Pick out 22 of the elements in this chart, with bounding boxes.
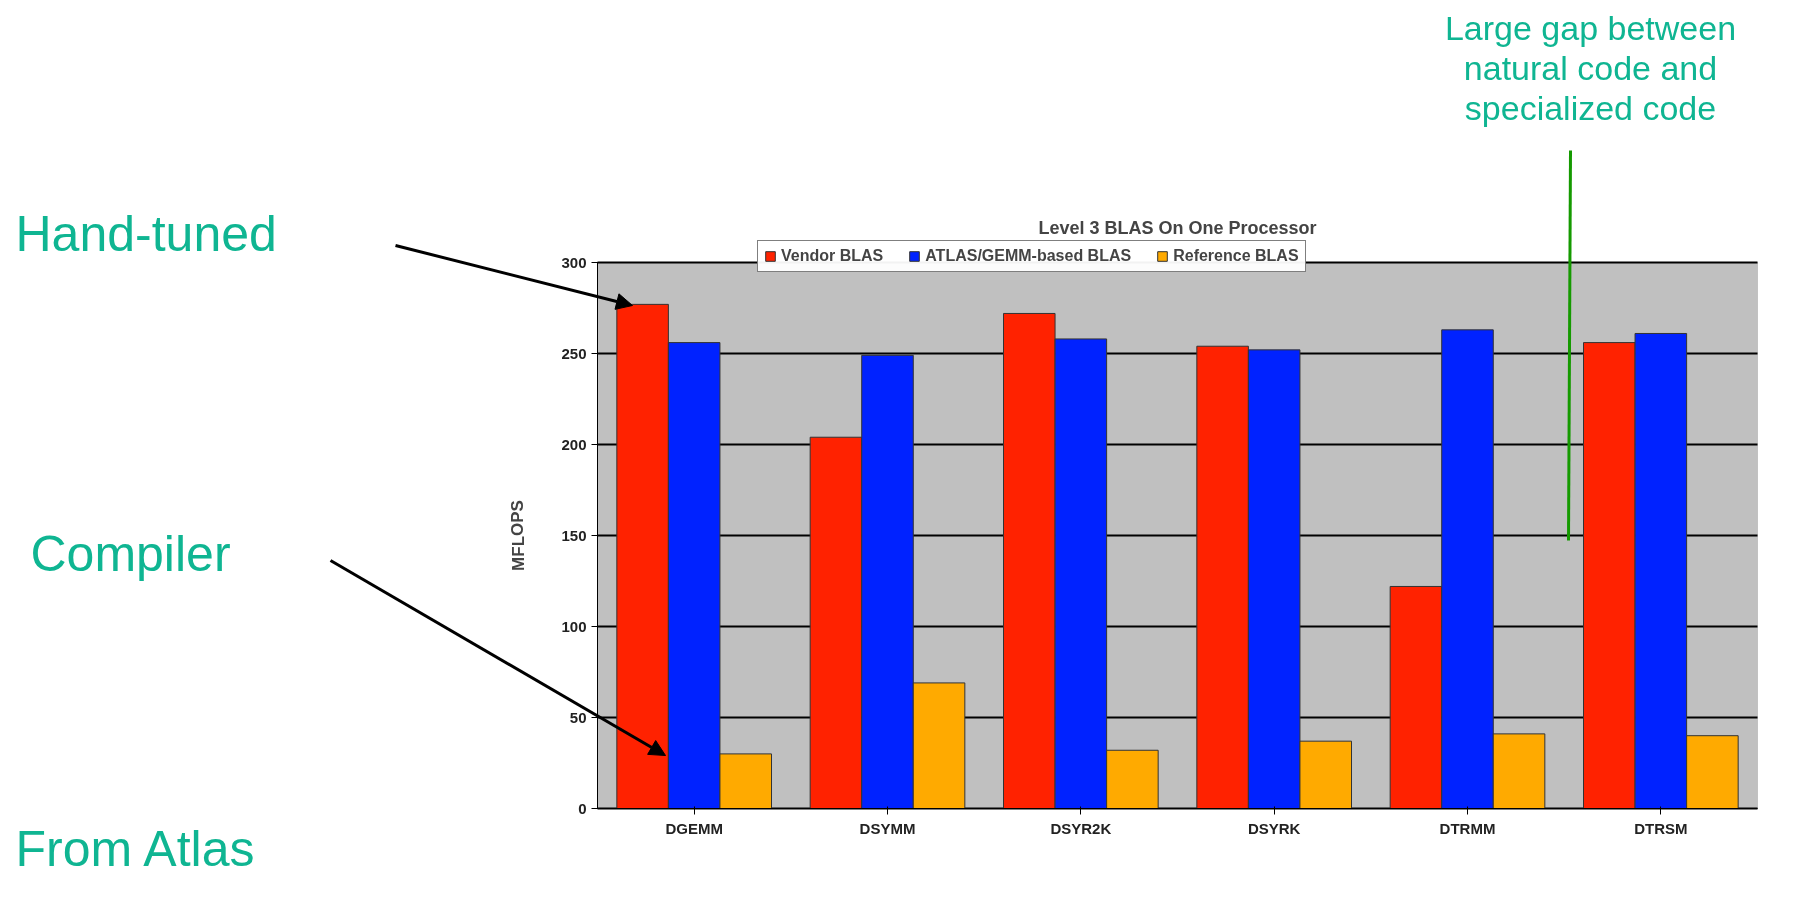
y-tick-label: 150 bbox=[561, 526, 587, 544]
text: Large gap between natural code and specialized code bbox=[1444, 8, 1737, 127]
text: From Atlas bbox=[15, 820, 255, 877]
legend-label: Reference BLAS bbox=[1173, 247, 1299, 265]
text: Hand-tuned bbox=[15, 205, 277, 262]
y-axis-title: MFLOPS bbox=[508, 500, 528, 571]
text: Compiler bbox=[30, 525, 231, 582]
legend-label: ATLAS/GEMM-based BLAS bbox=[925, 247, 1132, 265]
y-tick-label: 200 bbox=[561, 435, 587, 453]
y-tick-label: 0 bbox=[578, 799, 587, 817]
x-tick-label: DSYRK bbox=[1247, 819, 1301, 837]
x-tick-label: DSYMM bbox=[859, 819, 916, 837]
legend-label: Vendor BLAS bbox=[781, 247, 884, 265]
x-tick-label: DGEMM bbox=[665, 819, 723, 837]
y-tick-label: 100 bbox=[561, 617, 587, 635]
chart-title: Level 3 BLAS On One Processor bbox=[1038, 217, 1317, 238]
y-tick-label: 250 bbox=[561, 344, 587, 362]
x-tick-label: DTRSM bbox=[1634, 819, 1688, 837]
x-tick-label: DTRMM bbox=[1439, 819, 1496, 837]
x-tick-label: DSYR2K bbox=[1050, 819, 1112, 837]
y-tick-label: 300 bbox=[561, 253, 587, 271]
y-tick-label: 50 bbox=[569, 708, 587, 726]
